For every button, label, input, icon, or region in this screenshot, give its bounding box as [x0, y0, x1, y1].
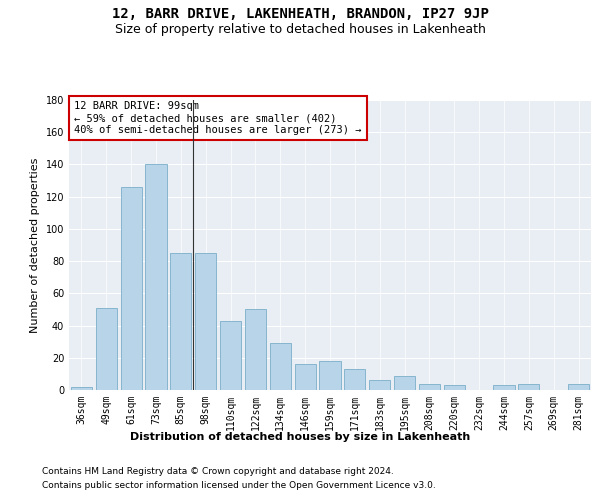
Text: 12 BARR DRIVE: 99sqm
← 59% of detached houses are smaller (402)
40% of semi-deta: 12 BARR DRIVE: 99sqm ← 59% of detached h… [74, 102, 362, 134]
Text: 12, BARR DRIVE, LAKENHEATH, BRANDON, IP27 9JP: 12, BARR DRIVE, LAKENHEATH, BRANDON, IP2… [112, 8, 488, 22]
Bar [568, 384, 589, 390]
Bar [344, 369, 365, 390]
Bar [145, 164, 167, 390]
Bar [444, 385, 465, 390]
Bar [319, 361, 341, 390]
Bar [493, 385, 515, 390]
Text: Contains HM Land Registry data © Crown copyright and database right 2024.: Contains HM Land Registry data © Crown c… [42, 468, 394, 476]
Bar [71, 387, 92, 390]
Bar [195, 253, 216, 390]
Bar [295, 364, 316, 390]
Bar [245, 310, 266, 390]
Text: Contains public sector information licensed under the Open Government Licence v3: Contains public sector information licen… [42, 481, 436, 490]
Bar [419, 384, 440, 390]
Bar [518, 384, 539, 390]
Bar [96, 308, 117, 390]
Bar [220, 320, 241, 390]
Bar [270, 344, 291, 390]
Bar [121, 187, 142, 390]
Text: Size of property relative to detached houses in Lakenheath: Size of property relative to detached ho… [115, 22, 485, 36]
Y-axis label: Number of detached properties: Number of detached properties [30, 158, 40, 332]
Bar [369, 380, 390, 390]
Bar [170, 253, 191, 390]
Text: Distribution of detached houses by size in Lakenheath: Distribution of detached houses by size … [130, 432, 470, 442]
Bar [394, 376, 415, 390]
